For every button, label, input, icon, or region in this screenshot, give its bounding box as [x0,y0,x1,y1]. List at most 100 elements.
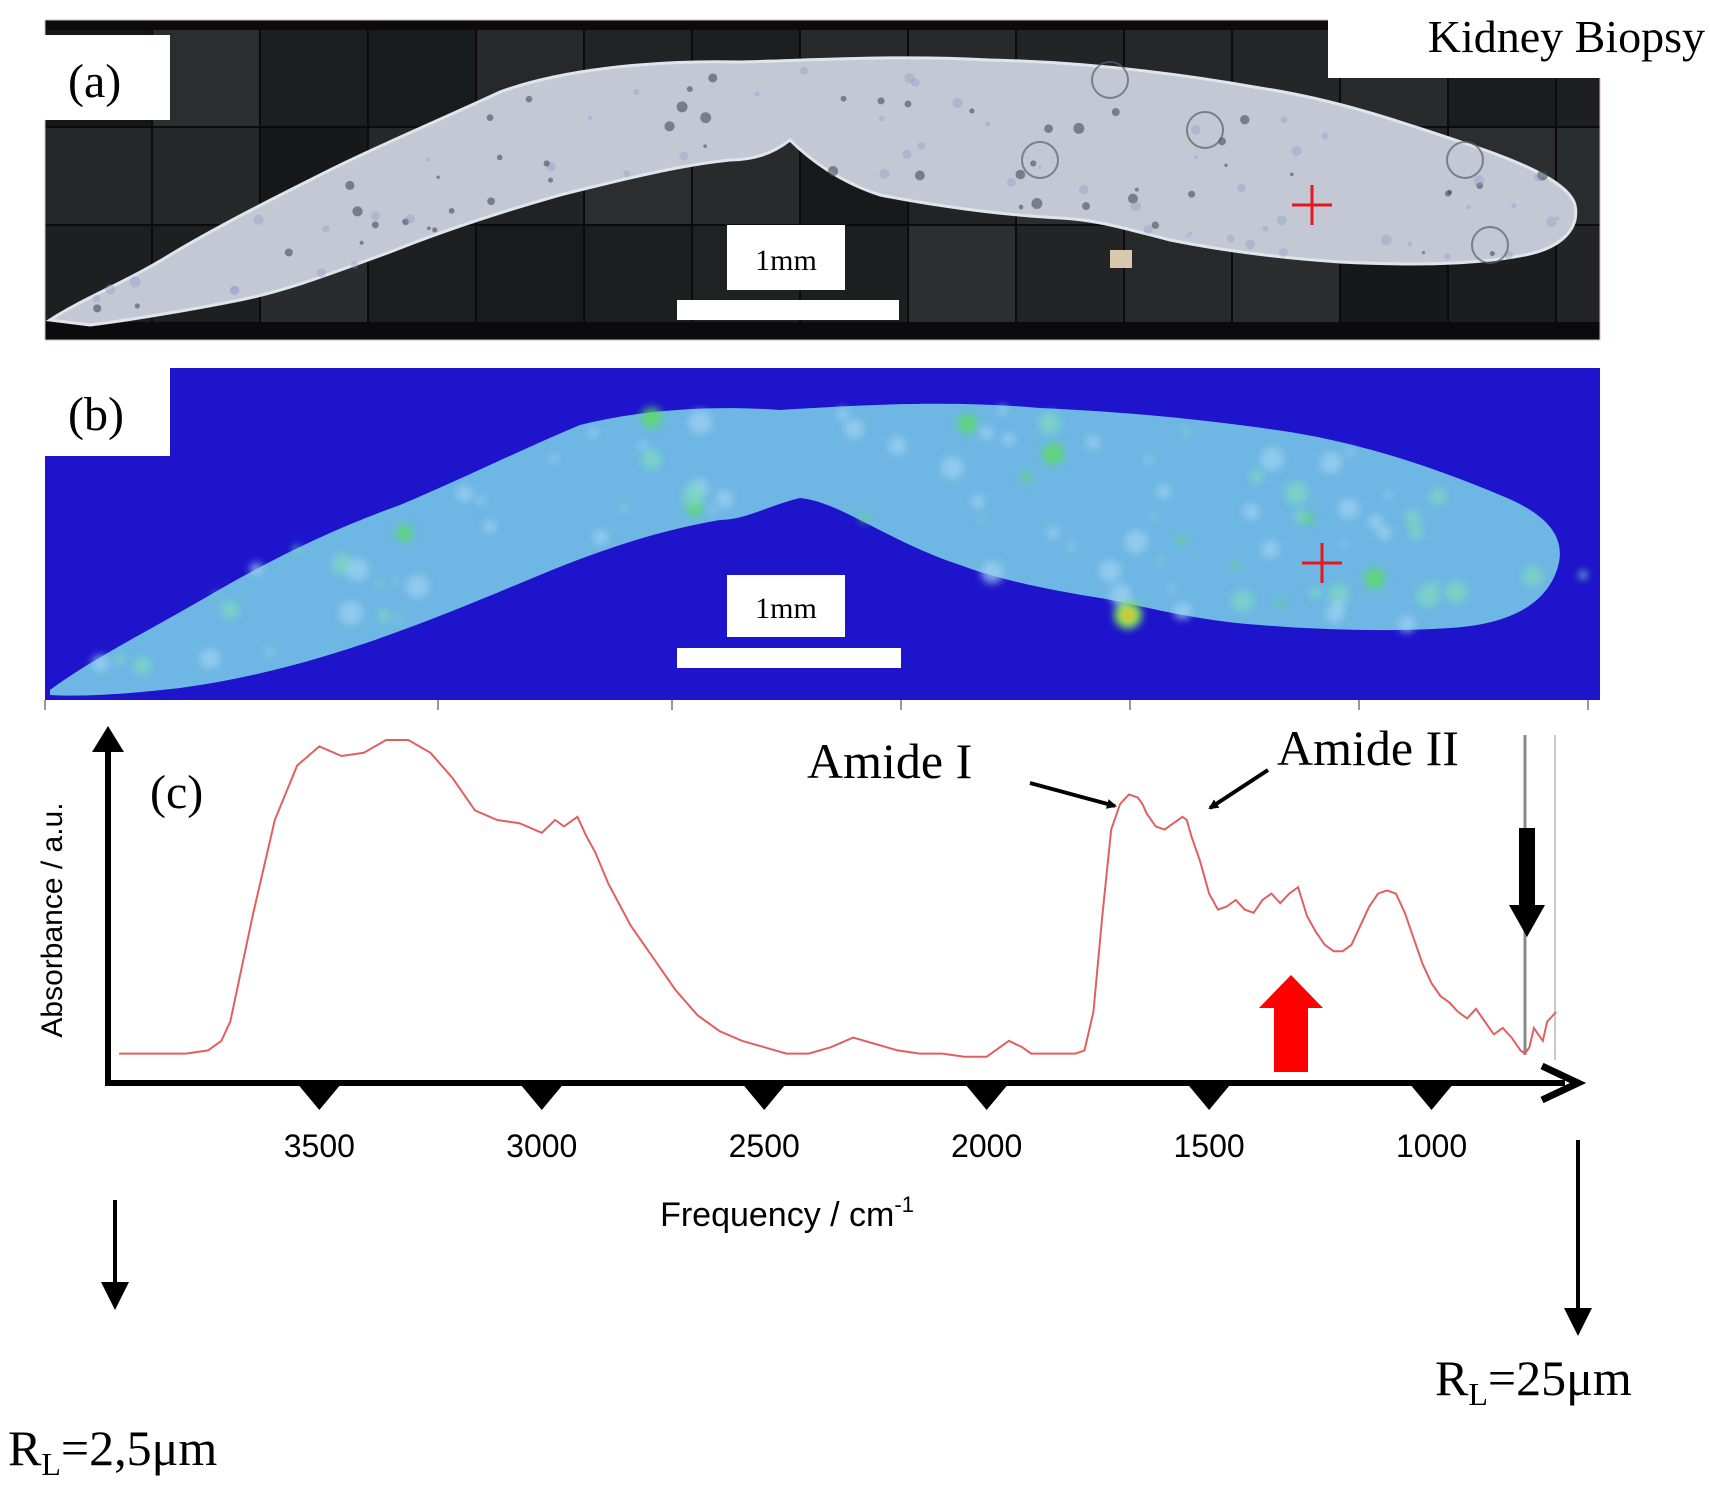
hotspot [1260,447,1285,471]
tissue-spot [1476,182,1484,189]
tissue-spot [1489,251,1495,257]
hotspot [249,562,263,576]
right-limit-arrowhead [1564,1308,1592,1336]
tissue-spot [1533,173,1542,182]
tissue-spot [230,285,240,296]
hotspot [1398,615,1416,633]
tissue-spot [904,100,912,108]
tissue-spot [1473,175,1485,187]
hotspot [979,425,994,440]
tissue-spot [1291,146,1302,157]
hotspot [1038,412,1061,435]
scale-label-box-a [727,225,845,290]
hotspot [844,419,865,440]
hotspot [981,561,1004,584]
tissue-spot [1466,204,1471,210]
hotspot [1364,568,1386,590]
y-axis-label: Absorbance / a.u. [36,802,69,1037]
tissue-spot [1262,225,1269,232]
tissue-spot [402,218,409,226]
x-ticks: 3500 3000 2500 2000 1500 1000 [284,1086,1467,1164]
hotspot [1416,584,1440,608]
tissue-spot [134,303,140,309]
hotspot [338,601,363,625]
hotspot [957,413,978,434]
tissue-spot [359,240,364,245]
hotspot [199,648,220,669]
hotspot [1156,556,1164,565]
tissue-spot [1511,203,1517,209]
tissue-spot [676,101,688,113]
hotspot [1042,442,1065,465]
left-limit-label: RL=2,5μm [8,1420,217,1482]
tissue-spot [486,114,494,121]
tissue-spot [350,261,359,269]
tissue-spot [1276,215,1287,226]
hotspot [133,657,152,675]
tissue-spot [686,86,693,93]
hotspot [1067,542,1076,551]
tissue-spot [1082,202,1091,211]
scale-bar-a [677,300,899,320]
background-tile [477,226,583,322]
hotspot [1430,580,1440,590]
hotspot [1445,580,1468,604]
tissue-spot [1185,234,1189,238]
tissue-spot [1007,177,1016,187]
hotspot [392,577,399,584]
hotspot [1047,526,1060,539]
hotspot [1345,447,1355,457]
hotspot [1020,472,1031,483]
tissue-spot [1073,122,1085,134]
hotspot [220,600,240,620]
hotspot [1181,427,1191,437]
marker-cross-b [1302,543,1342,583]
hotspot [708,507,716,516]
tissue-spot [548,177,554,183]
tissue-spot [1190,125,1201,135]
tissue-spot [1381,234,1392,246]
tissue-spot [588,116,593,121]
x-tick-label: 3500 [284,1128,355,1164]
hotspot [941,456,964,480]
tissue-spot [1078,184,1089,195]
hotspot [997,405,1008,416]
scale-label-box-b [727,575,845,637]
panel-b: 1mm (b) [30,368,1600,710]
tissue-spot [1546,216,1557,227]
hotspot [1384,490,1393,499]
right-limit-label: RL=25μm [1435,1350,1632,1412]
hotspot [682,483,706,507]
tissue-spot [93,294,101,303]
hotspot [1167,584,1176,592]
tissue-spot [1188,190,1196,198]
black-down-arrow [1509,828,1545,937]
hotspots [92,405,1587,675]
tissue-spot [1224,163,1228,167]
hotspot [888,436,907,456]
background-tile [1557,226,1600,322]
glomerulus-outline [1186,111,1224,149]
tissue-spot [105,284,116,295]
tissue-spot [879,168,890,179]
hotspot [1320,452,1342,474]
tissue-spot [1151,221,1160,229]
hotspot [1332,599,1346,613]
hotspot [1302,513,1314,525]
tissue-spot [525,95,533,103]
scale-label-a: 1mm [755,244,817,277]
background-tile [261,30,367,126]
tissue-spot [352,206,363,217]
hotspot [1522,566,1543,587]
tissue-spot [1279,248,1288,257]
x-tick-label: 1500 [1173,1128,1244,1164]
hotspot [455,485,473,502]
hotspot [1328,583,1350,605]
tissue-spot [322,225,330,233]
background-tile [45,128,151,224]
x-tick-marker [299,1086,340,1110]
tissue-spot [914,170,925,181]
tissue-spot [427,226,431,231]
tissue-spot [911,78,920,87]
hotspot [1144,455,1153,465]
